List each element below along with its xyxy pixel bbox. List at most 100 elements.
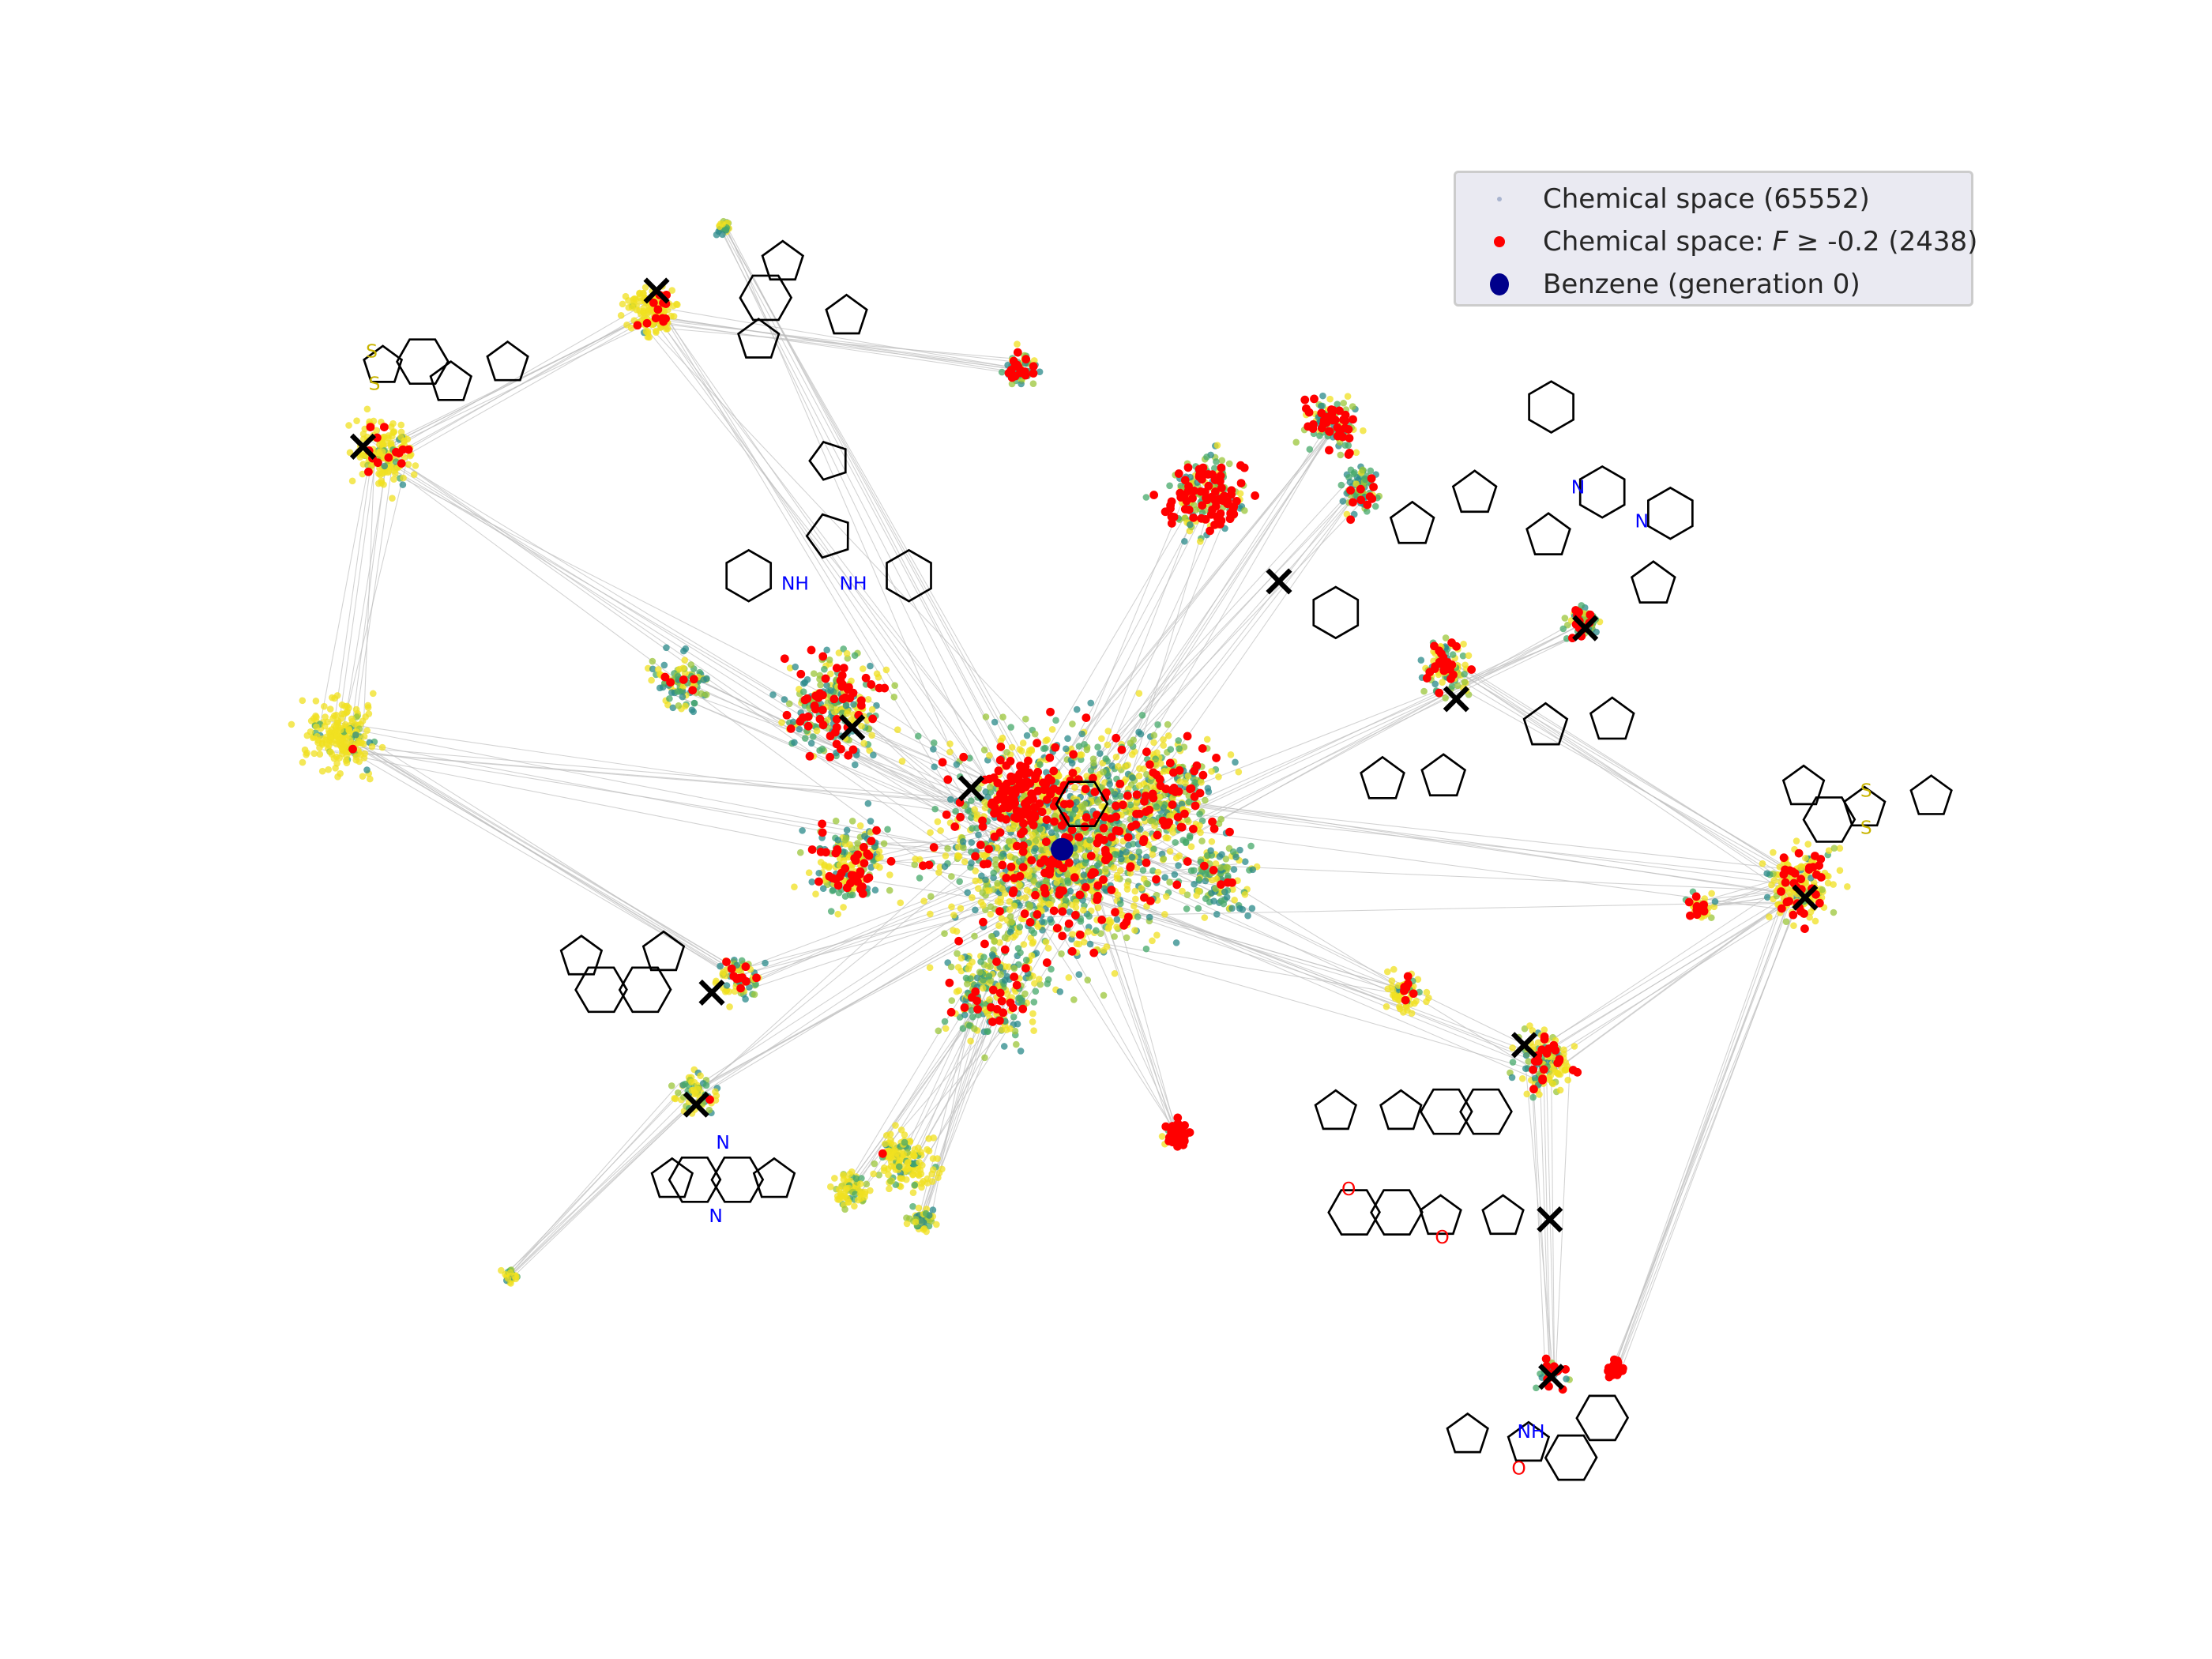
chemical-space-point: [1337, 481, 1345, 489]
chemical-space-point: [851, 761, 859, 769]
chemical-space-point: [1836, 867, 1844, 875]
network-edge: [1455, 676, 1804, 888]
high-fitness-point: [782, 710, 792, 720]
chemical-space-point: [346, 736, 354, 744]
chemical-space-point: [1207, 847, 1214, 855]
high-fitness-point: [1031, 890, 1040, 900]
chemical-space-point: [1035, 881, 1043, 889]
chemical-space-point: [333, 759, 340, 767]
high-fitness-point: [856, 867, 865, 876]
chemical-space-point: [1770, 877, 1778, 884]
chemical-space-point: [1011, 1027, 1019, 1035]
high-fitness-point: [1369, 483, 1378, 491]
high-fitness-point: [1115, 826, 1124, 836]
chemical-space-point: [1042, 845, 1050, 853]
chemical-space-point: [1571, 1043, 1578, 1050]
high-fitness-point: [971, 852, 980, 861]
chemical-space-point: [697, 1072, 704, 1079]
chemical-space-point: [1241, 506, 1248, 514]
chemical-space-point: [1223, 863, 1230, 871]
chemical-space-point: [1236, 490, 1244, 497]
chemical-space-point: [1072, 904, 1080, 911]
high-fitness-point: [1051, 743, 1060, 752]
chemical-space-point: [1160, 855, 1168, 863]
chemical-space-point: [1032, 845, 1039, 852]
chemical-space-point: [856, 822, 864, 830]
chemical-space-point: [948, 903, 955, 911]
chemical-space-point: [1040, 745, 1048, 752]
chemical-space-point: [412, 462, 419, 469]
chemical-space-point: [335, 723, 342, 731]
network-edge: [389, 305, 658, 461]
network-edge: [1617, 890, 1803, 1370]
chemical-space-point: [969, 893, 976, 901]
high-fitness-point: [1152, 875, 1161, 884]
chemical-space-point: [1766, 913, 1773, 920]
chemical-space-point: [679, 693, 687, 701]
chemical-space-point: [641, 284, 649, 292]
chemical-space-point: [823, 646, 830, 654]
network-edge: [344, 739, 732, 969]
chemical-space-point: [1509, 1059, 1517, 1066]
chemical-space-point: [675, 702, 683, 709]
chemical-space-point: [984, 1028, 991, 1035]
chemical-space-point: [1083, 773, 1090, 780]
network-edge: [1543, 1074, 1552, 1379]
chemical-space-point: [1439, 679, 1446, 686]
chemical-space-point: [796, 848, 804, 856]
chemical-space-point: [972, 867, 980, 875]
high-fitness-point: [1300, 395, 1310, 404]
high-fitness-point: [1093, 891, 1102, 901]
chemical-space-point: [1087, 767, 1095, 774]
chemical-space-point: [1521, 1025, 1529, 1033]
high-fitness-point: [816, 848, 826, 856]
chemical-space-point: [1166, 482, 1173, 490]
chemical-space-point: [1763, 870, 1771, 877]
chemical-space-point: [1052, 717, 1059, 724]
chemical-space-point: [352, 731, 359, 739]
chemical-space-point: [680, 647, 687, 655]
high-fitness-point: [679, 675, 688, 684]
chemical-space-point: [999, 885, 1006, 893]
chemical-space-point: [961, 858, 969, 866]
chemical-space-point: [929, 1206, 937, 1213]
chemical-space-point: [1204, 852, 1211, 860]
high-fitness-point: [1430, 641, 1439, 651]
chemical-space-point: [660, 661, 668, 669]
chemical-space-point: [378, 743, 386, 751]
chemical-space-point: [1196, 811, 1203, 818]
chemical-space-point: [1241, 858, 1249, 866]
chemical-space-point: [1063, 745, 1070, 753]
high-fitness-point: [666, 678, 675, 687]
high-fitness-point: [1531, 1057, 1540, 1066]
chemical-space-point: [1069, 811, 1077, 818]
chemical-space-point: [1102, 755, 1110, 762]
network-edge: [1101, 856, 1176, 1129]
chemical-space-point: [1107, 806, 1114, 814]
chemical-space-point: [299, 697, 307, 705]
chemical-space-point: [799, 827, 806, 834]
chemical-space-point: [926, 964, 934, 972]
chemical-space-point: [827, 670, 834, 678]
chemical-space-point: [1013, 1040, 1020, 1048]
chemical-space-point: [1100, 768, 1107, 776]
high-fitness-point: [994, 766, 1003, 776]
high-fitness-point: [1008, 799, 1018, 809]
chemical-space-point: [1221, 888, 1228, 896]
high-fitness-point: [1196, 487, 1206, 496]
chemical-space-point: [1549, 1080, 1557, 1088]
high-fitness-point: [1339, 416, 1348, 424]
chemical-space-point: [1073, 705, 1081, 713]
chemical-space-point: [1408, 1010, 1416, 1018]
high-fitness-point: [1529, 1085, 1538, 1094]
high-fitness-point: [830, 694, 839, 704]
high-fitness-point: [1573, 1067, 1582, 1077]
chemical-space-point: [1383, 968, 1391, 976]
chemical-space-point: [1042, 939, 1050, 946]
chemical-space-point: [1363, 508, 1371, 515]
high-fitness-point: [867, 837, 876, 845]
chemical-space-point: [1316, 432, 1323, 439]
high-fitness-point: [1346, 515, 1356, 525]
high-fitness-point: [1033, 739, 1041, 748]
chemical-space-point: [1034, 923, 1042, 931]
